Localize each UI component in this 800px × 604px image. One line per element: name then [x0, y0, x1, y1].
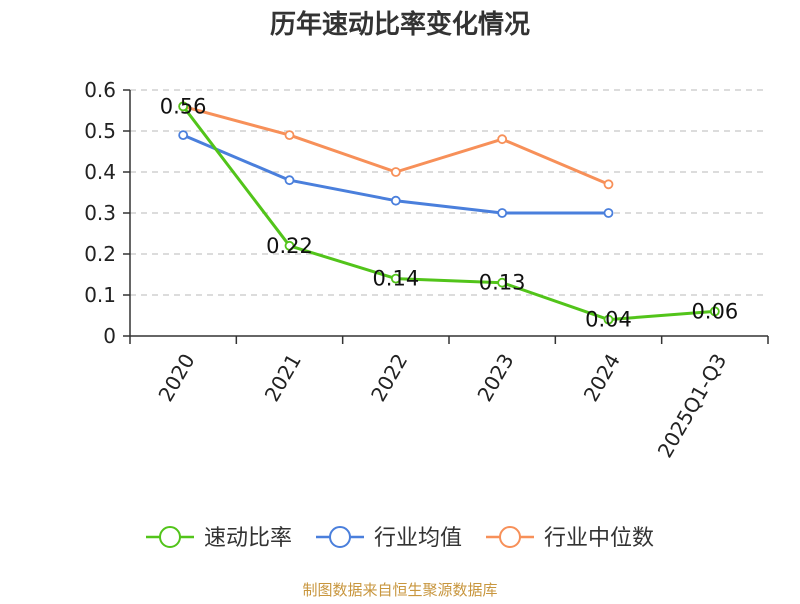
series-point — [390, 273, 401, 284]
x-tick-label: 2024 — [579, 350, 625, 406]
y-tick-label: 0 — [103, 324, 116, 348]
x-tick-label: 2025Q1-Q3 — [653, 350, 732, 462]
series-point — [284, 130, 295, 141]
legend-ring-icon — [329, 526, 351, 548]
series-point — [178, 101, 189, 112]
source-note: 制图数据来自恒生聚源数据库 — [302, 581, 497, 599]
x-tick-label: 2023 — [472, 349, 518, 405]
legend-label: 行业均值 — [374, 526, 462, 551]
y-tick-label: 0.6 — [84, 78, 116, 102]
data-labels: 0.56 0.22 0.14 0.13 0.04 0.06 — [160, 94, 738, 331]
y-tick-label: 0.1 — [84, 283, 116, 307]
data-label: 0.13 — [479, 271, 526, 295]
series-point — [603, 314, 614, 325]
legend-item: 行业中位数 — [486, 526, 654, 551]
series-point — [709, 306, 720, 317]
legend-label: 速动比率 — [204, 526, 292, 551]
legend-ring-icon — [159, 526, 181, 548]
legend-item: 行业均值 — [316, 526, 462, 551]
series-point — [497, 134, 508, 145]
grid — [130, 89, 768, 296]
series-point — [390, 167, 401, 177]
y-tick-label: 0.2 — [84, 242, 116, 266]
x-tick-label: 2021 — [260, 350, 306, 406]
y-tick-label: 0.4 — [84, 160, 116, 184]
x-tick-label: 2020 — [153, 350, 199, 406]
series-point — [603, 208, 614, 218]
legend-item: 速动比率 — [146, 526, 292, 551]
x-tick-label: 2022 — [366, 350, 412, 406]
series-point — [284, 175, 295, 186]
series-point — [603, 179, 614, 190]
series-line — [181, 104, 717, 322]
legend-label: 行业中位数 — [544, 526, 654, 551]
series-point — [497, 208, 508, 218]
series-point — [178, 130, 189, 141]
data-label: 0.56 — [160, 94, 207, 118]
y-tick-label: 0.3 — [84, 201, 116, 225]
chart-title: 历年速动比率变化情况 — [270, 9, 530, 40]
data-label: 0.14 — [372, 267, 419, 291]
legend: 速动比率 行业均值 行业中位数 — [146, 526, 654, 551]
data-label: 0.22 — [266, 234, 313, 258]
data-label: 0.04 — [585, 308, 632, 332]
data-label: 0.06 — [691, 299, 738, 323]
series-point — [497, 277, 508, 288]
series-layer — [178, 101, 720, 325]
y-tick-label: 0.5 — [84, 119, 116, 143]
series-point — [284, 240, 295, 251]
series-point — [390, 195, 401, 206]
legend-ring-icon — [499, 526, 521, 548]
